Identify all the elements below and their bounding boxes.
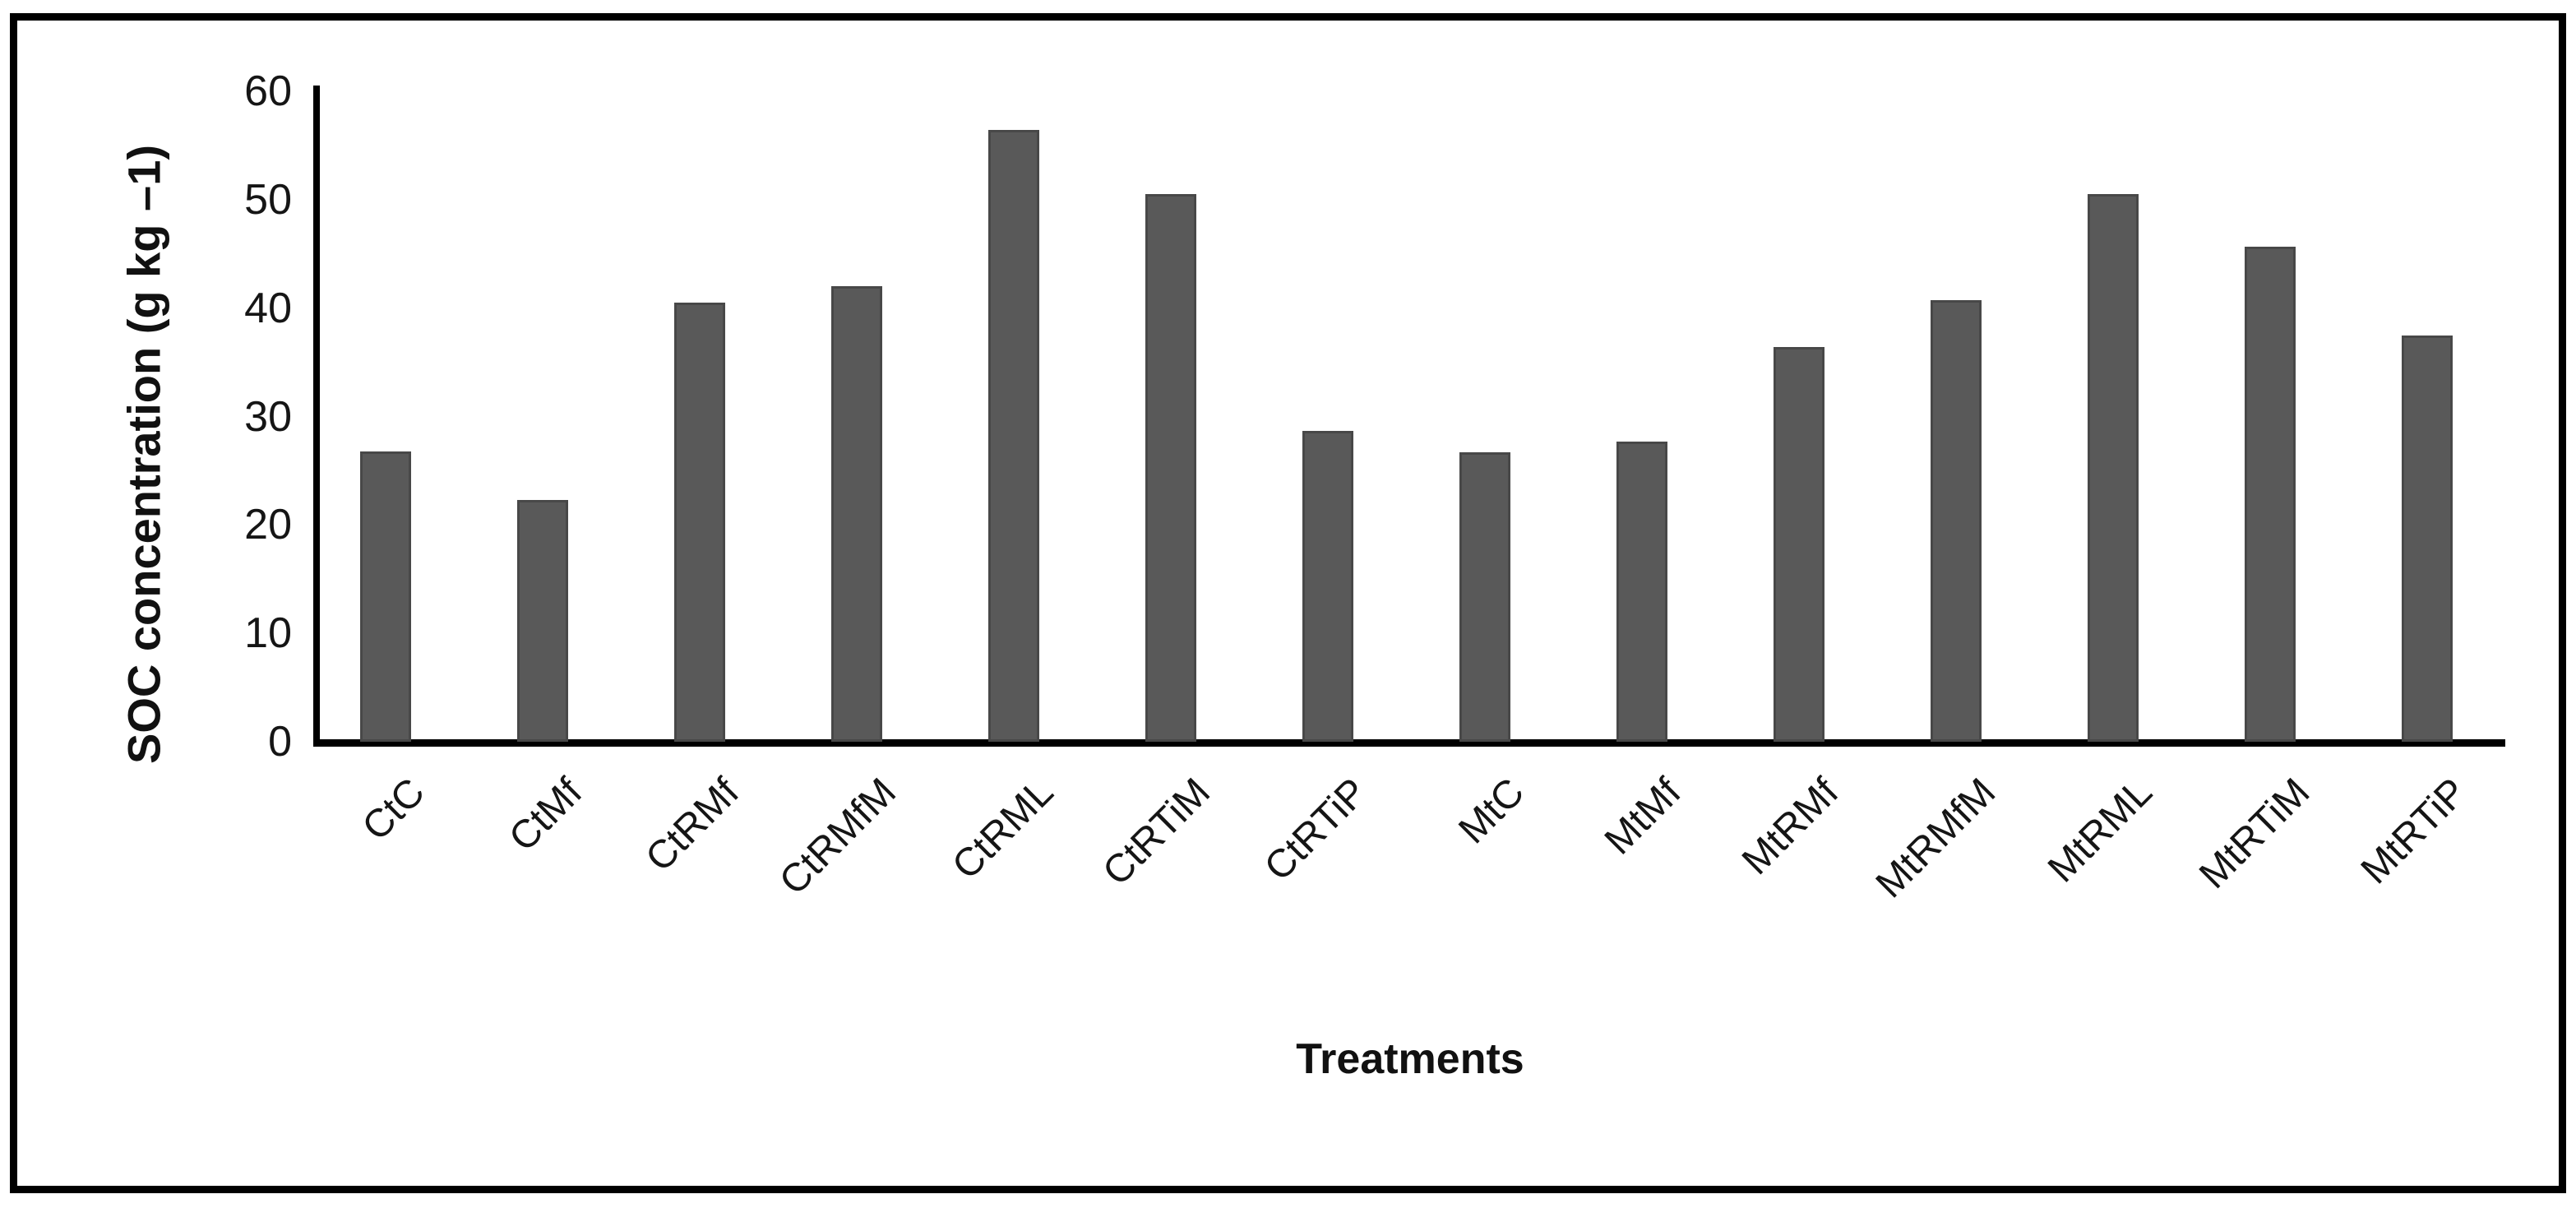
x-axis-line — [313, 739, 2505, 747]
bar-MtC — [1459, 452, 1510, 742]
y-tick-label-10: 10 — [244, 609, 292, 658]
y-tick-label-0: 0 — [268, 718, 292, 766]
y-tick-label-60: 60 — [244, 67, 292, 115]
bar-MtMf — [1616, 441, 1667, 742]
bar-MtRTiM — [2245, 246, 2296, 742]
bar-CtRMfM — [831, 286, 882, 742]
y-tick-label-20: 20 — [244, 501, 292, 549]
bar-CtRTiP — [1302, 430, 1353, 742]
bar-MtRTiP — [2402, 335, 2453, 742]
y-axis-title: SOC concentration (g kg –1) — [118, 145, 170, 764]
bar-MtRML — [2088, 194, 2139, 742]
bar-MtRMfM — [1931, 300, 1982, 742]
x-axis-title: Treatments — [1296, 1035, 1524, 1083]
bar-CtMf — [517, 500, 568, 742]
bar-CtRML — [988, 130, 1039, 742]
y-axis-line — [313, 86, 320, 747]
bar-MtRMf — [1774, 347, 1824, 742]
y-tick-label-30: 30 — [244, 392, 292, 441]
bar-CtRTiM — [1145, 194, 1196, 742]
bar-CtRMf — [674, 303, 725, 742]
bar-CtC — [360, 451, 411, 742]
y-tick-label-50: 50 — [244, 175, 292, 224]
y-tick-label-40: 40 — [244, 284, 292, 332]
figure-border-frame — [10, 13, 2566, 1193]
